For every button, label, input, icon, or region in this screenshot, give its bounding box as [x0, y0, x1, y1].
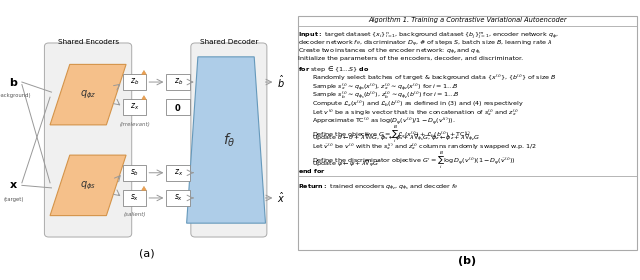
FancyBboxPatch shape [123, 99, 147, 115]
Text: Initialize the parameters of the encoders, decoder, and discriminator.: Initialize the parameters of the encoder… [298, 56, 523, 60]
Text: $z_x$: $z_x$ [173, 167, 183, 178]
Text: $s_x$: $s_x$ [173, 193, 183, 203]
Polygon shape [141, 186, 147, 190]
Text: Update $\psi \leftarrow \psi + \lambda\nabla_\psi G'$: Update $\psi \leftarrow \psi + \lambda\n… [312, 159, 381, 170]
FancyBboxPatch shape [191, 43, 267, 237]
Text: $\mathbf{Input:}$ target dataset $\{x_i\}_{i=1}^n$, background dataset $\{b_j\}_: $\mathbf{Input:}$ target dataset $\{x_i\… [298, 30, 559, 41]
Text: Shared Encoders: Shared Encoders [58, 39, 118, 45]
FancyBboxPatch shape [166, 165, 190, 181]
Text: $z_b$: $z_b$ [130, 77, 139, 87]
Text: $\mathbf{b}$: $\mathbf{b}$ [9, 76, 18, 88]
Text: (b): (b) [458, 256, 476, 266]
Text: $s_b$: $s_b$ [130, 167, 139, 178]
Text: $\mathbf{x}$: $\mathbf{x}$ [9, 180, 18, 190]
Text: (target): (target) [3, 197, 24, 202]
FancyBboxPatch shape [166, 99, 190, 115]
Text: $\mathbf{for}$ step $\in \{1 \ldots S\}$ $\mathbf{do}$: $\mathbf{for}$ step $\in \{1 \ldots S\}$… [298, 64, 369, 74]
Text: Let $v^{(i)}$ be a single vector that is the concatenation of $s_x^{(i)}$ and $z: Let $v^{(i)}$ be a single vector that is… [312, 107, 518, 118]
Text: Randomly select batches of target & background data $\{x^{(i)}\}$, $\{b^{(i)}\}$: Randomly select batches of target & back… [312, 73, 556, 83]
Text: Algorithm 1. Training a Contrastive Variational Autoencoder: Algorithm 1. Training a Contrastive Vari… [368, 17, 566, 24]
Text: $\mathbf{end\ for}$: $\mathbf{end\ for}$ [298, 167, 326, 175]
Polygon shape [50, 155, 126, 216]
Text: Create two instances of the encoder network: $q_{\phi_z}$ and $q_{\phi_s}$: Create two instances of the encoder netw… [298, 47, 481, 57]
Text: (background): (background) [0, 94, 31, 98]
FancyBboxPatch shape [166, 74, 190, 90]
Text: Sample $s_b^{(i)} \sim q_{\phi_s}(b^{(i)})$, $z_b^{(i)} \sim q_{\phi_z}(b^{(i)}): Sample $s_b^{(i)} \sim q_{\phi_s}(b^{(i)… [312, 90, 460, 102]
FancyBboxPatch shape [298, 16, 637, 250]
FancyBboxPatch shape [123, 165, 147, 181]
Text: Compute $\mathcal{L}_x(x^{(i)})$ and $\mathcal{L}_b(b^{(i)})$ as defined in (3) : Compute $\mathcal{L}_x(x^{(i)})$ and $\m… [312, 99, 524, 109]
Text: $s_x$: $s_x$ [130, 193, 139, 203]
Text: $\mathbf{Return:}$ trained encoders $q_{\phi_z}$, $q_{\phi_s}$ and decoder $f_\t: $\mathbf{Return:}$ trained encoders $q_{… [298, 183, 458, 193]
Polygon shape [141, 71, 147, 74]
FancyBboxPatch shape [166, 190, 190, 206]
Text: decoder network $f_\theta$, discriminator $D_\psi$, # of steps $S$, batch size $: decoder network $f_\theta$, discriminato… [298, 38, 553, 49]
Text: Sample $s_x^{(i)} \sim q_{\phi_s}(x^{(i)})$, $z_x^{(i)} \sim q_{\phi_z}(x^{(i)}): Sample $s_x^{(i)} \sim q_{\phi_s}(x^{(i)… [312, 81, 458, 93]
Text: Define the discriminator objective $G' = \sum_i^B \log D_\psi(v^{(i)})(1 - D_\ps: Define the discriminator objective $G' =… [312, 150, 515, 171]
Text: $f_\theta$: $f_\theta$ [223, 131, 235, 149]
Polygon shape [187, 57, 266, 223]
Text: Shared Decoder: Shared Decoder [200, 39, 258, 45]
FancyBboxPatch shape [123, 74, 147, 90]
Text: (salient): (salient) [124, 212, 146, 217]
Text: Define the objective $G = \sum_i^B \mathcal{L}_x(x^{(i)}) + \mathcal{L}_b(b^{(i): Define the objective $G = \sum_i^B \math… [312, 124, 470, 145]
Text: $z_b$: $z_b$ [173, 77, 183, 87]
Text: (a): (a) [140, 248, 155, 258]
Text: $q_{\phi s}$: $q_{\phi s}$ [80, 179, 96, 192]
Text: $\mathbf{0}$: $\mathbf{0}$ [175, 102, 182, 113]
FancyBboxPatch shape [44, 43, 132, 237]
Text: $\hat{b}$: $\hat{b}$ [277, 74, 285, 90]
Text: $\hat{x}$: $\hat{x}$ [277, 191, 285, 205]
Text: $z_x$: $z_x$ [130, 102, 139, 113]
Polygon shape [141, 96, 147, 100]
Text: Approximate $\mathrm{TC}^{(i)}$ as $\log(D_\psi(v^{(i)})/1 - D_\psi(v^{(i)}))$.: Approximate $\mathrm{TC}^{(i)}$ as $\log… [312, 116, 455, 127]
Text: Let $\tilde{v}^{(i)}$ be $v^{(i)}$ with the $s_x^{(i)}$ and $z_x^{(i)}$ columns : Let $\tilde{v}^{(i)}$ be $v^{(i)}$ with … [312, 142, 537, 152]
Text: (irrelevant): (irrelevant) [119, 122, 150, 127]
Text: $q_{\phi z}$: $q_{\phi z}$ [80, 88, 96, 101]
Text: Update $\theta \leftarrow \theta + \lambda\nabla_\theta G$, $\phi_s \leftarrow \: Update $\theta \leftarrow \theta + \lamb… [312, 133, 480, 144]
Polygon shape [50, 64, 126, 125]
FancyBboxPatch shape [123, 190, 147, 206]
